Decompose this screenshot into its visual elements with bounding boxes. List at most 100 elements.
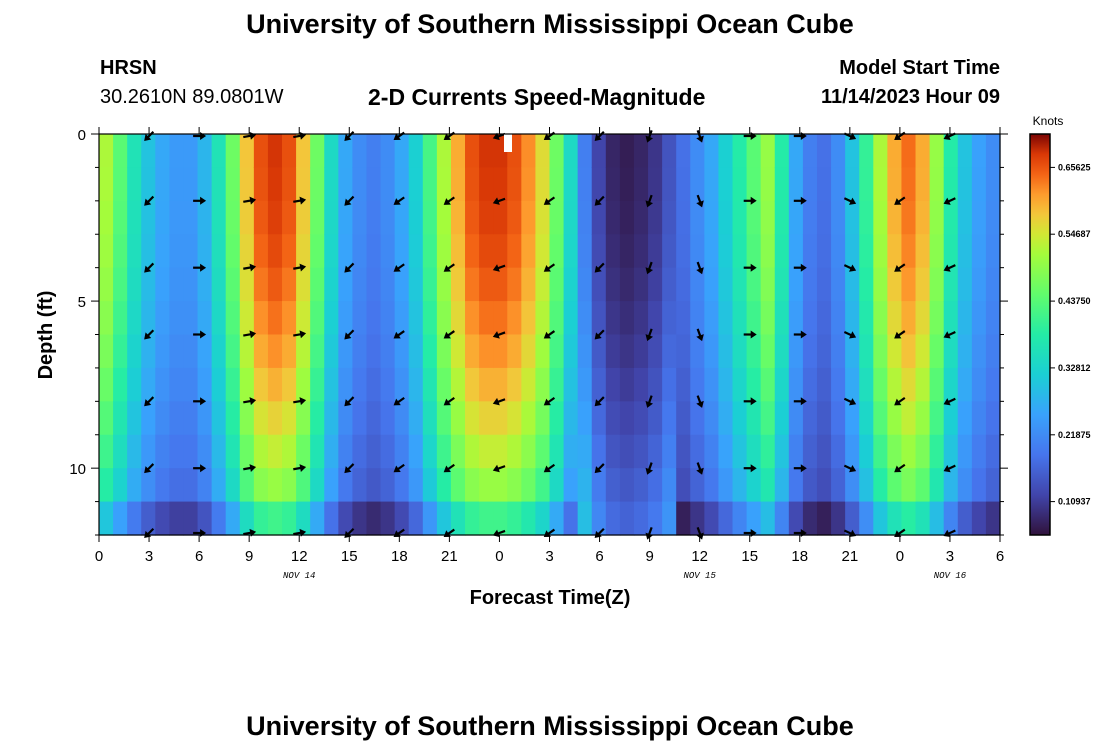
heatmap-cell	[197, 501, 213, 536]
heatmap-cell	[985, 434, 1001, 469]
heatmap-cell	[155, 434, 170, 469]
heatmap-cell	[605, 367, 621, 402]
heatmap-cell	[619, 468, 635, 503]
heatmap-cell	[493, 234, 508, 269]
heatmap-cell	[310, 134, 325, 169]
heatmap-cell	[352, 267, 368, 302]
heatmap-cell	[211, 200, 227, 235]
heatmap-cell	[338, 334, 354, 369]
heatmap-cell	[155, 468, 170, 503]
heatmap-cell	[141, 134, 156, 169]
heatmap-cell	[746, 434, 762, 469]
current-arrow	[843, 330, 857, 339]
heatmap-cell	[155, 367, 170, 402]
heatmap-cell	[310, 501, 325, 536]
heatmap-cell	[479, 234, 494, 269]
heatmap-cell	[662, 468, 677, 503]
current-arrow	[894, 330, 906, 339]
current-arrow	[843, 197, 857, 205]
heatmap-cell	[282, 434, 297, 469]
heatmap-cell	[239, 200, 255, 235]
heatmap-cell	[732, 401, 748, 436]
heatmap-cell	[324, 167, 339, 202]
heatmap-cell	[465, 301, 480, 336]
heatmap-cell	[296, 334, 311, 369]
heatmap-cell	[521, 301, 537, 336]
colorbar	[1029, 133, 1051, 536]
heatmap-cell	[859, 200, 874, 235]
heatmap-cell	[155, 401, 170, 436]
heatmap-cell	[760, 134, 776, 169]
heatmap-cell	[183, 301, 199, 336]
y-axis-label: Depth (ft)	[35, 291, 57, 380]
heatmap-cell	[774, 434, 790, 469]
heatmap-cell	[394, 167, 410, 202]
heatmap-cell	[901, 267, 917, 302]
current-arrow	[443, 463, 455, 473]
heatmap-cell	[662, 367, 677, 402]
heatmap-cell	[788, 134, 804, 169]
heatmap-cell	[197, 234, 213, 269]
heatmap-cell	[408, 367, 424, 402]
heatmap-cell	[971, 167, 987, 202]
heatmap-cell	[802, 334, 818, 369]
heatmap-cell	[183, 401, 199, 436]
heatmap-cell	[633, 501, 649, 536]
current-arrow	[645, 462, 654, 475]
heatmap-cell	[859, 468, 874, 503]
heatmap-cell	[450, 401, 466, 436]
heatmap-cell	[662, 501, 677, 536]
current-arrow	[393, 330, 405, 339]
heatmap-cell	[971, 501, 987, 536]
heatmap-cell	[521, 468, 537, 503]
heatmap-cell	[211, 367, 227, 402]
heatmap-cell	[605, 501, 621, 536]
heatmap-cell	[915, 501, 931, 536]
heatmap-cell	[408, 401, 424, 436]
heatmap-cell	[183, 501, 199, 536]
heatmap-cell	[563, 501, 579, 536]
heatmap-cell	[985, 234, 1001, 269]
heatmap-cell	[774, 501, 790, 536]
heatmap-cell	[985, 401, 1001, 436]
heatmap-cell	[493, 167, 508, 202]
heatmap-cell	[676, 501, 691, 536]
current-arrow	[645, 261, 654, 275]
station-coordinates: 30.2610N 89.0801W	[100, 86, 284, 108]
heatmap-cell	[887, 267, 903, 302]
heatmap-cell	[535, 468, 551, 503]
heatmap-cell	[577, 267, 593, 302]
current-arrow	[594, 396, 605, 407]
heatmap-cell	[901, 334, 917, 369]
heatmap-cell	[732, 234, 748, 269]
heatmap-cell	[662, 267, 677, 302]
heatmap-cell	[633, 200, 649, 235]
current-arrow	[793, 464, 807, 473]
heatmap-cell	[943, 334, 959, 369]
current-arrow	[793, 196, 807, 205]
heatmap-cell	[760, 200, 776, 235]
heatmap-cell	[225, 367, 241, 402]
current-arrow	[743, 196, 757, 205]
heatmap-cell	[296, 267, 311, 302]
heatmap-cell	[113, 301, 128, 336]
heatmap-cell	[816, 267, 832, 302]
heatmap-cell	[296, 200, 311, 235]
heatmap-cell	[831, 434, 846, 469]
chart-title: University of Southern Mississippi Ocean…	[246, 9, 854, 39]
heatmap-cell	[633, 401, 649, 436]
heatmap-cell	[605, 134, 621, 169]
heatmap-cell	[141, 401, 156, 436]
current-arrow	[243, 263, 257, 272]
heatmap-cell	[422, 267, 438, 302]
current-arrow	[344, 329, 355, 340]
current-arrow	[594, 262, 605, 273]
heatmap-cell	[802, 134, 818, 169]
heatmap-cell	[310, 401, 325, 436]
heatmap-cell	[169, 267, 185, 302]
heatmap-cell	[127, 301, 142, 336]
colorbar-tick-label: 0.54687	[1058, 229, 1091, 239]
heatmap-cell	[422, 468, 438, 503]
x-tick-label: 9	[245, 548, 253, 565]
